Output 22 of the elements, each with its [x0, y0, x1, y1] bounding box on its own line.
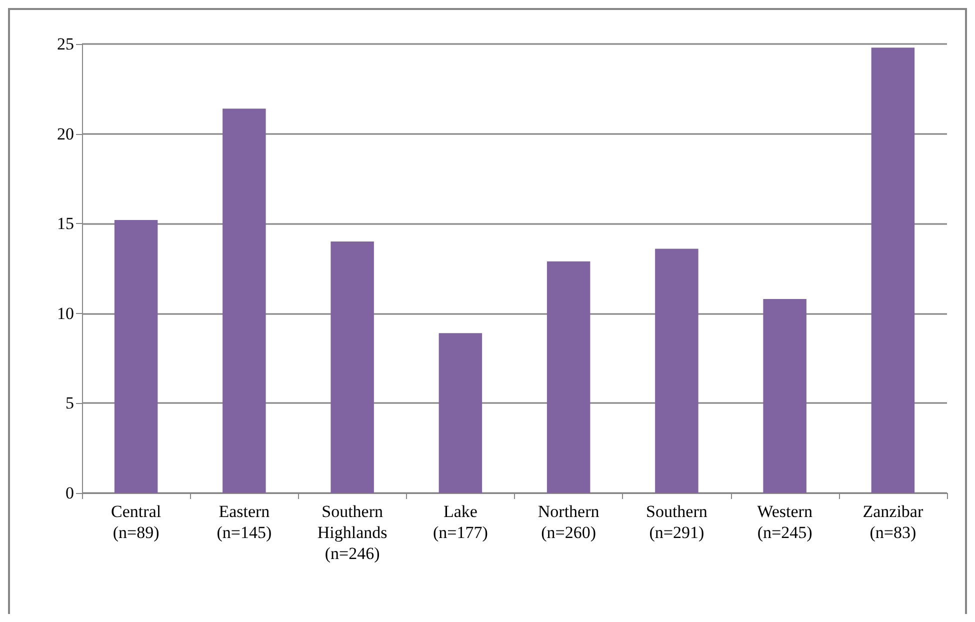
y-tick-label: 5: [66, 394, 74, 413]
x-tick-label: Lake (n=177): [432, 502, 488, 542]
bar: [438, 333, 482, 493]
bar: [222, 108, 266, 493]
x-tick-label: Eastern (n=145): [216, 502, 272, 542]
bar: [655, 248, 698, 493]
x-tick-label: Western (n=245): [757, 502, 813, 542]
x-tick-label: Northern (n=260): [538, 502, 600, 542]
bar: [763, 299, 806, 493]
y-tick-label: 10: [57, 304, 74, 323]
x-tick-label: Central (n=89): [111, 502, 162, 542]
y-tick-label: 0: [66, 484, 74, 502]
bar: [871, 48, 915, 493]
bar: [114, 220, 158, 493]
y-tick-label: 15: [57, 214, 74, 234]
y-tick-label: 25: [57, 34, 74, 54]
x-tick-label: Southern Highlands (n=246): [317, 502, 388, 563]
bar: [546, 261, 590, 493]
x-tick-label: Zanzibar (n=83): [862, 502, 924, 542]
bar: [330, 242, 374, 493]
y-tick-label: 20: [57, 124, 74, 144]
x-tick-label: Southern (n=291): [646, 502, 708, 542]
